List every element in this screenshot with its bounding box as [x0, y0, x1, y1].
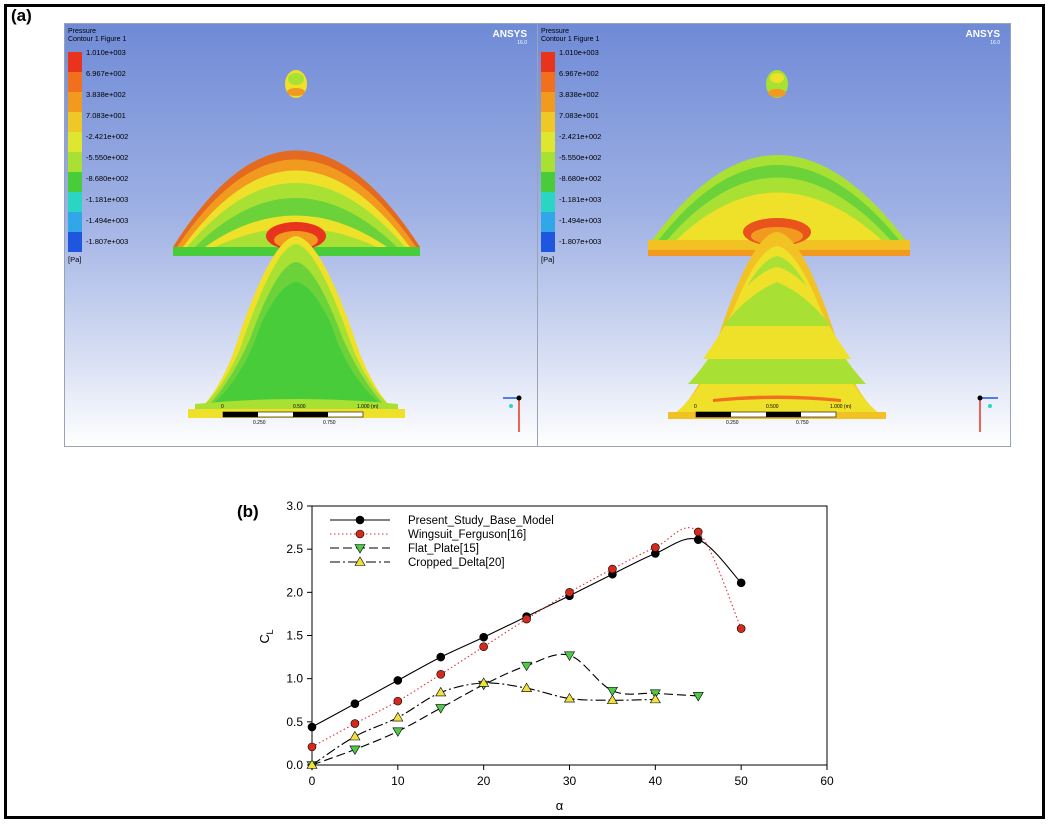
data-point-flat-plate-15: [435, 704, 447, 714]
legend-entry: Cropped_Delta[20]: [408, 557, 505, 569]
cfd-panel-left: Pressure Contour 1 Figure 1 ANSYS 16.0 1…: [64, 23, 538, 447]
legend-marker: [355, 515, 365, 525]
legend-entry: Present_Study_Base_Model: [408, 515, 554, 527]
data-point-present-study-base-model: [307, 722, 317, 732]
data-point-cropped-delta-20: [521, 682, 533, 692]
series-line-present-study-base-model: [311, 538, 742, 728]
data-point-wingsuit-ferguson-16: [693, 527, 703, 537]
data-point-cropped-delta-20: [649, 693, 661, 704]
x-tick-label: 60: [820, 774, 834, 788]
svg-text:0.250: 0.250: [253, 420, 266, 426]
data-point-flat-plate-15: [392, 727, 404, 737]
svg-text:0.250: 0.250: [726, 420, 739, 426]
wingsuit-pressure-contour-left: [173, 70, 420, 418]
series-line-cropped-delta-20: [311, 682, 656, 766]
svg-text:0.500: 0.500: [293, 404, 306, 410]
lift-coefficient-chart: (b) 0 10 20 30 40 50 60 0.0 0.5 1.0 1.5 2.0 2.5 3.0 α C…: [237, 499, 834, 813]
figure-frame: (a) Pressure Contour 1 Figure 1 ANSYS 16…: [4, 4, 1045, 819]
plot-frame: [311, 505, 828, 766]
colorbar-unit-left: [Pa]: [68, 255, 82, 264]
axis-triad-left: [503, 395, 522, 432]
data-point-cropped-delta-20: [563, 692, 576, 703]
svg-text:0.500: 0.500: [766, 404, 779, 410]
data-point-present-study-base-model: [693, 535, 703, 544]
x-tick-label: 50: [734, 774, 748, 788]
series-line-flat-plate-15: [311, 653, 699, 766]
legend-marker: [354, 544, 366, 554]
data-point-wingsuit-ferguson-16: [479, 642, 488, 652]
y-tick-label: 0.5: [286, 715, 303, 729]
y-tick-label: 2.0: [286, 585, 303, 599]
svg-text:0: 0: [694, 404, 697, 410]
y-tick-label: 3.0: [286, 499, 303, 513]
data-point-wingsuit-ferguson-16: [307, 742, 317, 752]
ansys-logo-left: ANSYS 16.0: [492, 29, 527, 46]
data-point-wingsuit-ferguson-16: [436, 670, 446, 679]
y-tick-label: 1.0: [286, 672, 303, 686]
wingsuit-pressure-contour-right: [648, 70, 910, 419]
plot-area: 0 10 20 30 40 50 60 0.0 0.5 1.0 1.5 2.0 2.5 3.0 α CL Pre…: [257, 499, 834, 813]
y-axis-label-subscript: L: [265, 629, 275, 634]
y-tick-label: 0.0: [286, 758, 303, 772]
x-tick-label: 10: [391, 774, 405, 788]
data-point-cropped-delta-20: [606, 694, 618, 705]
data-point-wingsuit-ferguson-16: [651, 543, 660, 552]
data-point-wingsuit-ferguson-16: [736, 624, 746, 633]
legend-entry: Flat_Plate[15]: [408, 543, 479, 555]
x-tick-label: 20: [477, 774, 491, 788]
x-tick-label: 0: [309, 774, 316, 788]
y-axis-label: C: [257, 634, 272, 643]
data-point-wingsuit-ferguson-16: [608, 564, 617, 574]
data-point-wingsuit-ferguson-16: [350, 719, 360, 728]
cfd-title-left: Pressure Contour 1 Figure 1: [68, 28, 127, 43]
legend-marker: [355, 529, 365, 539]
data-point-cropped-delta-20: [435, 686, 447, 697]
x-axis-label: α: [556, 798, 564, 813]
data-point-wingsuit-ferguson-16: [393, 696, 403, 706]
panel-a-label: (a): [11, 6, 32, 25]
scale-bar-right: 0 0.500 1.000 (m) 0.250 0.750: [694, 404, 852, 426]
x-tick-label: 30: [563, 774, 577, 788]
data-point-present-study-base-model: [350, 699, 360, 709]
data-point-wingsuit-ferguson-16: [522, 614, 531, 624]
scale-bar-left: 0 0.500 1.000 (m) 0.250 0.750: [221, 404, 379, 426]
x-tick-label: 40: [649, 774, 663, 788]
cfd-panel-right: Pressure Contour 1 Figure 1 ANSYS 16.0 1…: [537, 23, 1011, 447]
svg-text:1.000 (m): 1.000 (m): [830, 404, 852, 410]
data-point-present-study-base-model: [479, 632, 488, 642]
data-point-present-study-base-model: [736, 578, 746, 588]
legend-marker: [354, 556, 366, 566]
y-tick-label: 2.5: [286, 542, 303, 556]
data-point-wingsuit-ferguson-16: [565, 588, 574, 597]
y-tick-label: 1.5: [286, 629, 303, 643]
data-point-flat-plate-15: [349, 745, 361, 756]
data-point-cropped-delta-20: [392, 711, 404, 722]
legend-entry: Wingsuit_Ferguson[16]: [408, 529, 526, 541]
colorbar-unit-right: [Pa]: [541, 255, 555, 264]
data-point-flat-plate-15: [606, 686, 618, 697]
svg-text:0.750: 0.750: [323, 420, 336, 426]
pressure-colorbar-right: [541, 52, 555, 252]
data-point-flat-plate-15: [563, 651, 576, 661]
svg-text:1.000 (m): 1.000 (m): [357, 404, 379, 410]
data-point-flat-plate-15: [692, 692, 704, 702]
svg-text:0: 0: [221, 404, 224, 410]
panel-b-label: (b): [237, 502, 259, 521]
ansys-logo-right: ANSYS 16.0: [965, 29, 1000, 46]
pressure-colorbar-left: [68, 52, 82, 252]
data-point-cropped-delta-20: [478, 677, 490, 687]
svg-text:0.750: 0.750: [796, 420, 809, 426]
data-point-cropped-delta-20: [349, 730, 361, 741]
data-point-present-study-base-model: [436, 652, 446, 662]
data-point-present-study-base-model: [393, 676, 403, 685]
series-line-wingsuit-ferguson-16: [311, 527, 742, 748]
data-point-flat-plate-15: [521, 661, 533, 672]
data-point-cropped-delta-20: [306, 759, 318, 769]
axis-triad-right: [977, 395, 998, 432]
cfd-title-right: Pressure Contour 1 Figure 1: [541, 28, 600, 43]
